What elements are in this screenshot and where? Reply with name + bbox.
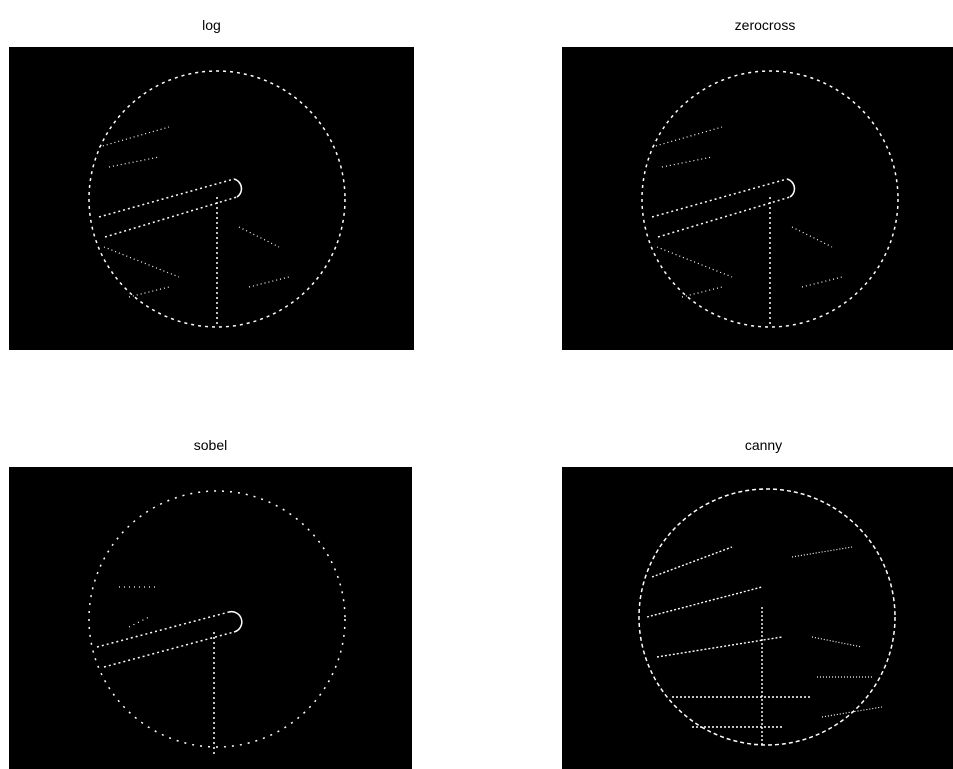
edge-image-zerocross-svg <box>562 47 953 350</box>
edge-image-sobel-svg <box>9 467 412 769</box>
edge-image-log-svg <box>9 47 414 350</box>
edge-image-zerocross <box>562 47 953 350</box>
edge-image-canny <box>562 467 953 769</box>
panel-title-canny: canny <box>744 437 783 453</box>
edge-image-log <box>9 47 414 350</box>
edge-image-sobel <box>9 467 412 769</box>
edge-image-canny-svg <box>562 467 953 769</box>
panel-title-log: log <box>202 17 221 33</box>
panel-title-sobel: sobel <box>193 437 228 453</box>
panel-title-zerocross: zerocross <box>734 17 796 33</box>
